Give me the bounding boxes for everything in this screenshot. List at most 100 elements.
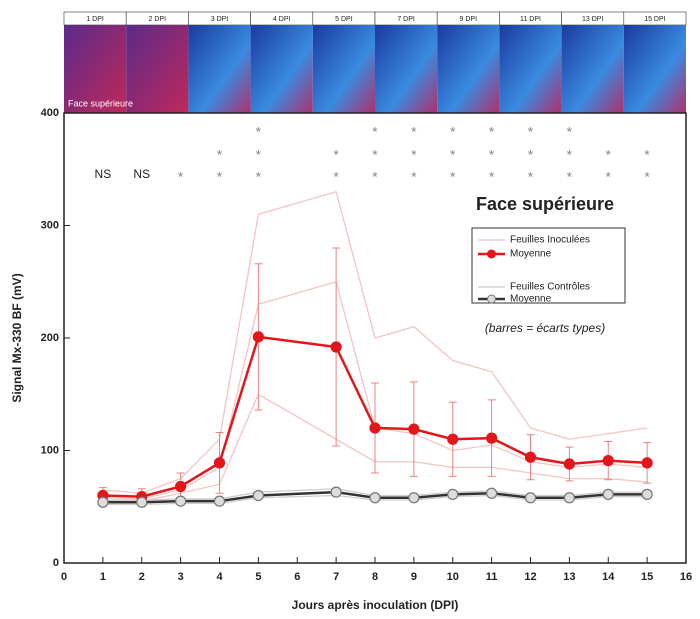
x-tick-label: 13 [563,571,575,583]
sig-marker: * [333,169,339,185]
strip-label: 15 DPI [644,16,665,23]
image-strip: 1 DPI 2 DPI 3 DPI 4 DPI 5 DPI 7 DPI 9 DPI 11 DP… [63,11,687,113]
sig-marker: * [372,124,378,140]
x-axis-label: Jours après inoculation (DPI) [292,598,459,612]
sig-marker: * [217,147,223,163]
y-tick-label: 0 [53,557,59,569]
legend-marker [487,249,496,259]
leaf-image [375,25,438,113]
point [447,488,459,500]
point [330,341,342,353]
strip-label: 2 DPI [149,16,167,23]
leaf-image [64,25,127,113]
sig-marker: * [528,124,534,140]
point [97,496,109,508]
x-tick-label: 2 [139,571,145,583]
legend-label: Feuilles Inoculées [510,235,590,246]
sig-marker: * [256,124,262,140]
leaf-image [188,25,251,113]
point [447,433,459,445]
sig-marker: * [450,169,456,185]
sig-marker: * [567,124,573,140]
y-axis-label: Signal Mx-330 BF (mV) [10,273,24,402]
x-tick-label: 4 [216,571,223,583]
point [563,492,575,504]
sig-marker: * [489,124,495,140]
ns-marker: NS [133,167,150,181]
individual-line [102,393,648,502]
x-tick-label: 10 [447,571,459,583]
y-tick-label: 400 [41,107,59,119]
sig-marker: * [217,169,223,185]
strip-label: 5 DPI [335,16,353,23]
point [213,457,226,469]
sig-marker: * [567,147,573,163]
x-tick-label: 8 [372,571,378,583]
legend-label: Moyenne [510,249,552,260]
point [369,422,381,434]
point [408,423,420,435]
note: (barres = écarts types) [485,321,605,335]
individual-line [102,190,648,494]
leaf-image [437,25,500,113]
ns-marker: NS [95,167,112,181]
point [486,487,498,499]
sig-marker: * [372,169,378,185]
strip-caption: Face supérieure [68,98,133,108]
point [213,495,226,507]
sig-marker: * [644,169,650,185]
point [486,432,498,444]
y-tick-label: 200 [41,332,59,344]
x-tick-label: 12 [524,571,536,583]
individual-line [102,280,648,500]
sig-marker: * [606,147,612,163]
leaf-image [561,25,624,113]
leaf-image [623,25,686,113]
chart-title: Face supérieure [476,194,614,214]
sig-marker: * [489,169,495,185]
point [252,489,264,502]
sig-marker: * [178,169,184,185]
strip-label: 3 DPI [211,16,229,23]
sig-marker: * [567,169,573,185]
x-tick-label: 5 [255,571,261,583]
point [175,480,187,493]
sig-marker: * [256,147,262,163]
point [641,457,653,469]
leaf-image [126,25,189,113]
x-tick-label: 1 [100,571,106,583]
strip-label: 9 DPI [460,16,478,23]
point [408,492,420,504]
mean-line [102,490,648,504]
point [369,492,381,504]
sig-marker: * [489,147,495,163]
x-tick-label: 14 [602,571,615,583]
strip-label: 13 DPI [582,16,603,23]
sig-marker: * [372,147,378,163]
x-tick-label: 11 [486,571,498,583]
individual-line [102,494,648,506]
y-tick-label: 300 [41,219,59,231]
sig-marker: * [644,147,650,163]
legend-label: Feuilles Contrôles [510,282,590,293]
strip-label: 7 DPI [397,16,415,23]
sig-marker: * [411,147,417,163]
x-tick-label: 9 [411,571,417,583]
point [175,495,187,507]
point [641,488,653,500]
sig-marker: * [411,124,417,140]
x-tick-label: 16 [680,571,692,583]
leaf-image [250,25,313,113]
x-tick-label: 7 [333,571,339,583]
point [330,486,342,498]
strip-label: 1 DPI [86,16,104,23]
x-tick-label: 6 [294,571,300,583]
point [252,331,264,343]
leaf-image [499,25,562,113]
sig-marker: * [528,169,534,185]
individual-line [102,488,648,501]
point [524,451,537,463]
legend-marker [487,294,496,304]
point [524,492,537,504]
